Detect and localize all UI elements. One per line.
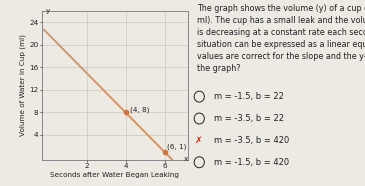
Text: The graph shows the volume (y) of a cup of water (in
ml). The cup has a small le: The graph shows the volume (y) of a cup … xyxy=(197,4,365,73)
Text: ✗: ✗ xyxy=(195,136,203,145)
Text: x: x xyxy=(184,156,188,162)
Text: y: y xyxy=(46,8,50,14)
Text: m = -3.5, b = 22: m = -3.5, b = 22 xyxy=(214,114,284,123)
Text: m = -1.5, b = 420: m = -1.5, b = 420 xyxy=(214,158,289,167)
Text: (6, 1): (6, 1) xyxy=(166,143,186,150)
Y-axis label: Volume of Water in Cup (ml): Volume of Water in Cup (ml) xyxy=(20,35,27,137)
Text: m = -3.5, b = 420: m = -3.5, b = 420 xyxy=(214,136,289,145)
X-axis label: Seconds after Water Began Leaking: Seconds after Water Began Leaking xyxy=(50,172,180,178)
Text: m = -1.5, b = 22: m = -1.5, b = 22 xyxy=(214,92,284,101)
Text: (4, 8): (4, 8) xyxy=(130,107,149,113)
